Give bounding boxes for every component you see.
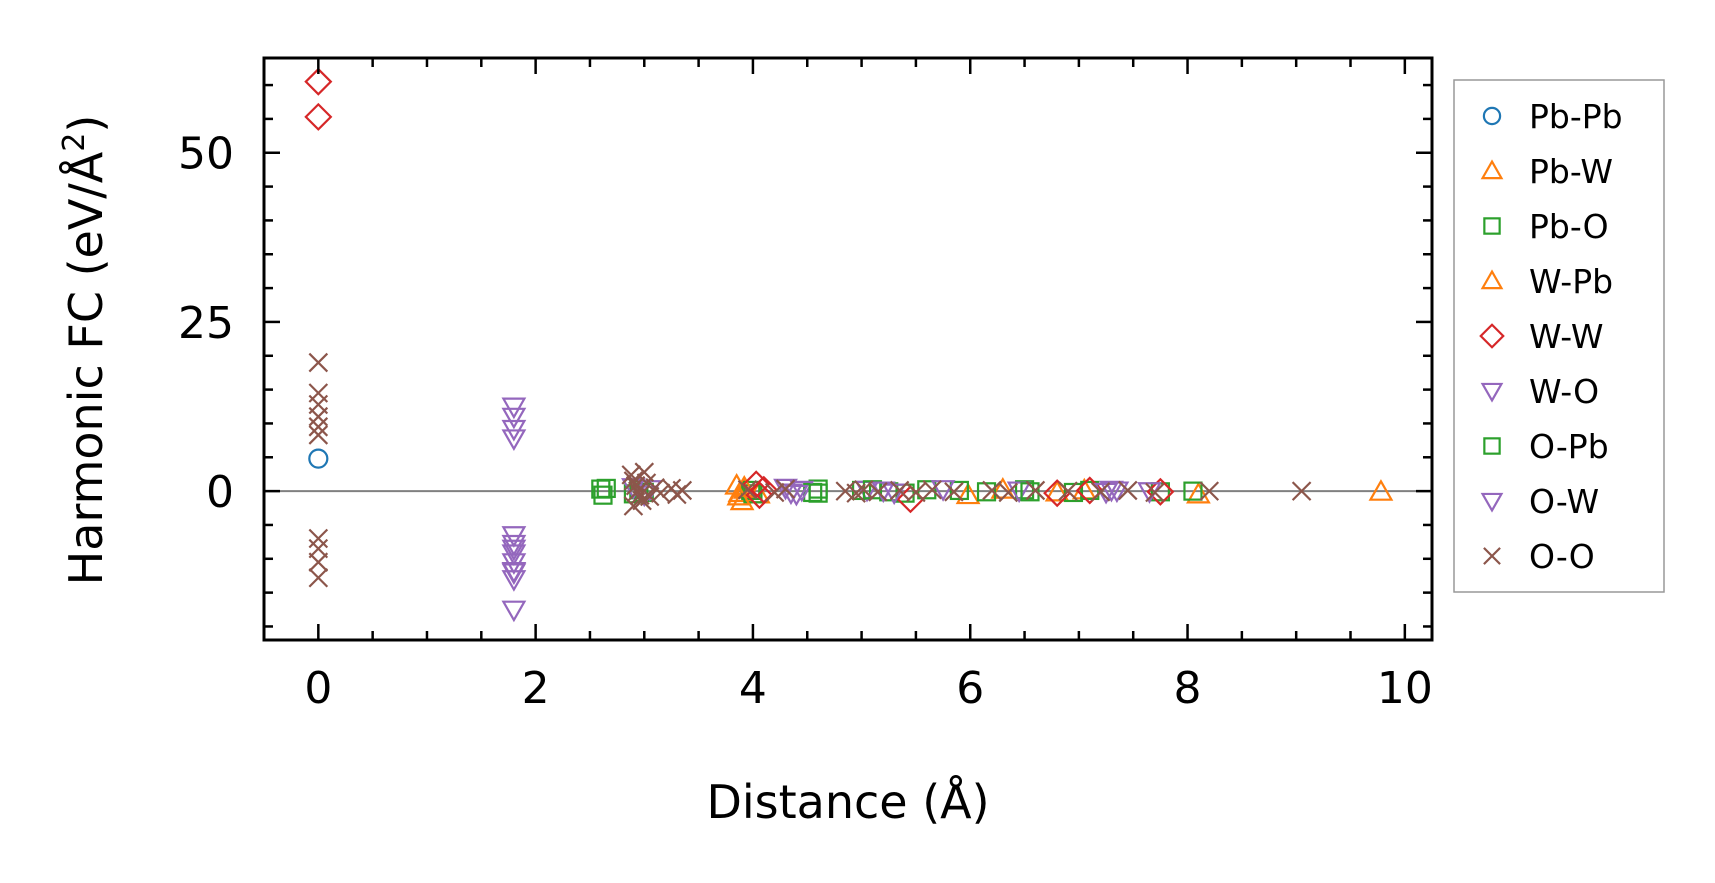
legend-marker-w-o (1480, 382, 1504, 403)
data-point-o-o (944, 482, 964, 502)
data-point-o-o (308, 528, 329, 549)
data-point-pb-o (1014, 480, 1035, 500)
legend-marker-o-w (1480, 492, 1504, 513)
y-axis-label: Harmonic FC (eV/Å2) (57, 115, 113, 586)
y-axis-label-close: ) (59, 115, 113, 133)
data-point-o-o (998, 482, 1019, 503)
data-point-o-o (764, 482, 785, 503)
series-o-o (308, 352, 1312, 588)
data-point-o-o (922, 479, 942, 500)
legend: Pb-Pb Pb-W Pb-O W-Pb W-W W-O O-Pb O-W O-O (1453, 79, 1665, 593)
legend-marker-pb-w (1480, 159, 1504, 180)
y-tick-label: 0 (206, 467, 234, 518)
data-point-o-pb (596, 478, 616, 499)
data-point-o-o (1118, 480, 1138, 501)
legend-label-o-o: O-O (1529, 537, 1595, 576)
legend-label-w-o: W-O (1529, 372, 1599, 411)
data-point-o-o (650, 483, 671, 503)
data-point-pb-w (1368, 479, 1394, 501)
data-point-w-w (749, 475, 778, 504)
data-point-w-o (773, 478, 798, 501)
x-tick-label: 0 (304, 663, 332, 714)
data-point-o-o (308, 425, 329, 445)
data-point-o-o (1291, 481, 1312, 501)
data-point-o-o (906, 482, 926, 503)
data-point-w-o (501, 600, 527, 623)
data-point-pb-w (955, 482, 981, 505)
y-axis-label-superscript: 2 (57, 133, 92, 152)
y-tick-labels: 0 25 50 (178, 129, 234, 518)
data-point-o-o (1090, 482, 1111, 502)
data-point-w-w (304, 67, 333, 96)
data-point-o-o (623, 496, 644, 516)
data-point-w-w (1146, 477, 1175, 506)
data-points (304, 67, 1394, 623)
x-tick-label: 2 (522, 663, 550, 714)
data-point-pb-w (1044, 479, 1070, 502)
plot-area (262, 56, 1434, 642)
data-point-o-pb (1020, 482, 1040, 502)
x-axis-label: Distance (Å) (706, 775, 989, 829)
data-point-o-o (308, 417, 329, 437)
axis-ticks (262, 58, 1432, 640)
data-point-o-o (621, 465, 642, 485)
legend-marker-w-pb (1480, 269, 1504, 290)
legend-marker-pb-pb (1482, 106, 1502, 126)
data-point-o-pb (808, 483, 828, 503)
legend-label-pb-pb: Pb-Pb (1529, 97, 1623, 136)
legend-label-pb-o: Pb-O (1529, 207, 1609, 246)
data-point-pb-o (1183, 481, 1203, 501)
legend-label-pb-w: Pb-W (1529, 152, 1613, 191)
data-point-pb-o (976, 482, 997, 502)
data-point-o-w (501, 563, 527, 586)
data-point-w-o (1006, 481, 1032, 504)
x-tick-label: 8 (1174, 663, 1202, 714)
legend-marker-o-pb (1483, 437, 1501, 455)
data-point-w-o (501, 570, 527, 592)
data-point-o-o (1025, 480, 1046, 501)
legend-marker-w-w (1479, 323, 1505, 349)
legend-label-w-w: W-W (1529, 317, 1604, 356)
legend-label-o-pb: O-Pb (1529, 427, 1609, 466)
x-tick-label: 6 (956, 663, 984, 714)
data-point-o-o (1199, 481, 1220, 501)
x-tick-label: 10 (1377, 663, 1433, 714)
data-point-o-o (308, 552, 329, 572)
data-point-o-o (672, 480, 693, 501)
data-point-o-o (982, 480, 1002, 501)
y-tick-label: 25 (178, 298, 234, 349)
data-point-o-o (1058, 481, 1078, 501)
legend-label-w-pb: W-Pb (1529, 262, 1613, 301)
data-point-o-o (308, 352, 329, 373)
data-point-o-o (308, 406, 329, 427)
data-point-pb-w (1186, 481, 1211, 504)
y-axis-label-main: Harmonic FC (eV/Å (59, 151, 113, 585)
legend-label-o-w: O-W (1529, 482, 1599, 521)
data-point-pb-pb (308, 448, 329, 469)
data-point-w-o (501, 429, 527, 452)
data-point-o-o (625, 475, 646, 496)
legend-marker-o-o (1483, 547, 1501, 565)
data-point-w-o (930, 480, 956, 502)
data-point-o-o (868, 482, 888, 502)
data-point-o-o (308, 567, 329, 588)
data-point-o-o (1145, 482, 1165, 503)
data-point-o-o (639, 486, 660, 507)
x-tick-label: 4 (739, 663, 767, 714)
data-point-o-w (501, 539, 527, 562)
data-point-pb-o (949, 480, 969, 501)
x-tick-labels: 0 2 4 6 8 10 (304, 663, 1433, 714)
data-point-o-w (1099, 480, 1124, 503)
y-tick-label: 50 (178, 129, 234, 180)
data-point-w-w (742, 470, 771, 499)
series-pb-pb (308, 448, 329, 469)
data-point-w-w (304, 102, 333, 131)
data-point-pb-o (593, 485, 613, 505)
data-point-o-o (775, 479, 796, 499)
data-point-w-o (501, 407, 527, 430)
data-point-o-o (889, 480, 910, 501)
data-point-o-o (737, 479, 758, 500)
legend-marker-pb-o (1483, 217, 1501, 235)
